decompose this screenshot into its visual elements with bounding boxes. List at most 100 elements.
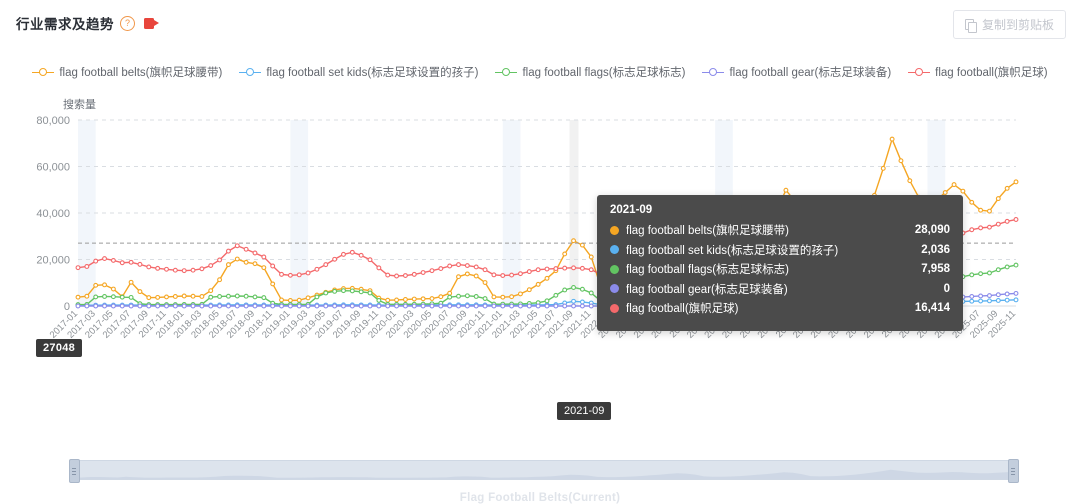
series-point: [783, 187, 789, 193]
legend-label: flag football(旗帜足球): [935, 67, 1048, 79]
series-point: [146, 264, 152, 270]
series-point: [349, 303, 355, 309]
series-point: [447, 294, 453, 300]
series-point: [261, 254, 267, 260]
series-point: [562, 287, 568, 293]
series-point: [199, 294, 205, 299]
data-zoom-handle-left[interactable]: [69, 459, 80, 483]
series-point: [1004, 264, 1010, 270]
series-point: [75, 303, 81, 309]
legend-label: flag football gear(标志足球装备): [729, 67, 892, 79]
series-point: [482, 296, 488, 302]
legend-item-2[interactable]: flag football flags(标志足球标志): [495, 64, 685, 80]
legend-marker-icon: [32, 66, 55, 78]
series-point: [969, 199, 975, 205]
legend-item-4[interactable]: flag football(旗帜足球): [908, 64, 1048, 80]
series-point: [217, 277, 223, 283]
series-point: [385, 272, 391, 278]
series-point: [571, 298, 576, 304]
y-axis-pointer-label: 27048: [36, 339, 83, 357]
series-point: [314, 303, 320, 309]
series-point: [225, 293, 231, 299]
series-point: [93, 282, 99, 288]
series-point: [323, 290, 329, 296]
series-point: [978, 207, 984, 213]
series-point: [199, 303, 205, 309]
series-point: [305, 270, 311, 276]
series-point: [482, 303, 488, 309]
series-point: [164, 303, 169, 309]
series-point: [579, 265, 585, 271]
series-point: [394, 273, 400, 279]
video-camera-icon[interactable]: [144, 17, 159, 29]
series-point: [252, 261, 258, 267]
series-point: [571, 303, 576, 309]
series-point: [509, 272, 515, 278]
series-point: [535, 281, 541, 287]
question-mark-icon[interactable]: ?: [120, 15, 135, 31]
series-point: [225, 262, 231, 268]
legend-item-1[interactable]: flag football set kids(标志足球设置的孩子): [239, 64, 478, 80]
series-point: [128, 279, 134, 285]
series-point: [411, 303, 417, 309]
series-point: [518, 291, 523, 297]
y-axis-tick-label: 0: [64, 301, 70, 313]
series-point: [420, 270, 426, 275]
series-point: [579, 299, 585, 305]
series-point: [279, 297, 284, 303]
copy-button-label: 复制到剪贴板: [981, 18, 1054, 32]
series-point: [155, 294, 161, 300]
series-point: [987, 270, 992, 276]
series-point: [128, 294, 134, 300]
series-point: [305, 303, 311, 309]
series-point: [243, 303, 249, 309]
series-point: [332, 256, 338, 262]
tooltip-series-value: 2,036: [921, 243, 950, 256]
tooltip-series-dot: [610, 225, 619, 235]
series-point: [341, 251, 346, 257]
legend-label: flag football set kids(标志足球设置的孩子): [266, 67, 479, 79]
copy-icon: [964, 18, 977, 33]
series-point: [402, 273, 408, 278]
series-point: [164, 294, 169, 300]
panel-header: 行业需求及趋势 ? 复制到剪贴板: [0, 0, 1080, 46]
legend-item-3[interactable]: flag football gear(标志足球装备): [702, 64, 891, 80]
tooltip-series-dot: [610, 264, 619, 274]
data-zoom-preview: [73, 469, 1015, 479]
series-point: [155, 303, 161, 309]
series-point: [544, 266, 550, 272]
series-point: [287, 303, 293, 309]
series-point: [898, 158, 904, 164]
series-point: [995, 292, 1001, 298]
series-point: [482, 280, 488, 285]
series-point: [456, 262, 461, 268]
series-point: [287, 297, 293, 303]
series-point: [190, 303, 196, 309]
data-zoom-slider[interactable]: [69, 459, 1019, 483]
series-point: [456, 303, 461, 309]
series-point: [261, 303, 267, 309]
series-point: [995, 221, 1001, 227]
series-point: [491, 294, 497, 300]
legend-marker-icon: [239, 66, 262, 78]
series-point: [75, 294, 81, 300]
y-axis-name: 搜索量: [63, 99, 96, 111]
series-point: [1004, 297, 1010, 303]
series-point: [509, 303, 515, 309]
series-point: [571, 265, 576, 271]
tooltip-row-4: flag football(旗帜足球) 16,414: [610, 300, 950, 316]
series-point: [243, 293, 249, 299]
series-point: [526, 287, 532, 293]
y-axis-tick-label: 40,000: [36, 208, 70, 220]
data-zoom-handle-right[interactable]: [1008, 459, 1019, 483]
series-point: [960, 188, 966, 194]
copy-to-clipboard-button[interactable]: 复制到剪贴板: [952, 10, 1066, 39]
series-point: [75, 265, 81, 271]
chart-caption: Flag Football Belts(Current): [459, 492, 621, 504]
legend-item-0[interactable]: flag football belts(旗帜足球腰带): [32, 64, 222, 80]
series-point: [190, 267, 196, 273]
tooltip-series-name: flag football belts(旗帜足球腰带): [626, 225, 789, 237]
series-point: [526, 303, 532, 309]
series-point: [252, 303, 258, 309]
series-point: [84, 303, 90, 309]
